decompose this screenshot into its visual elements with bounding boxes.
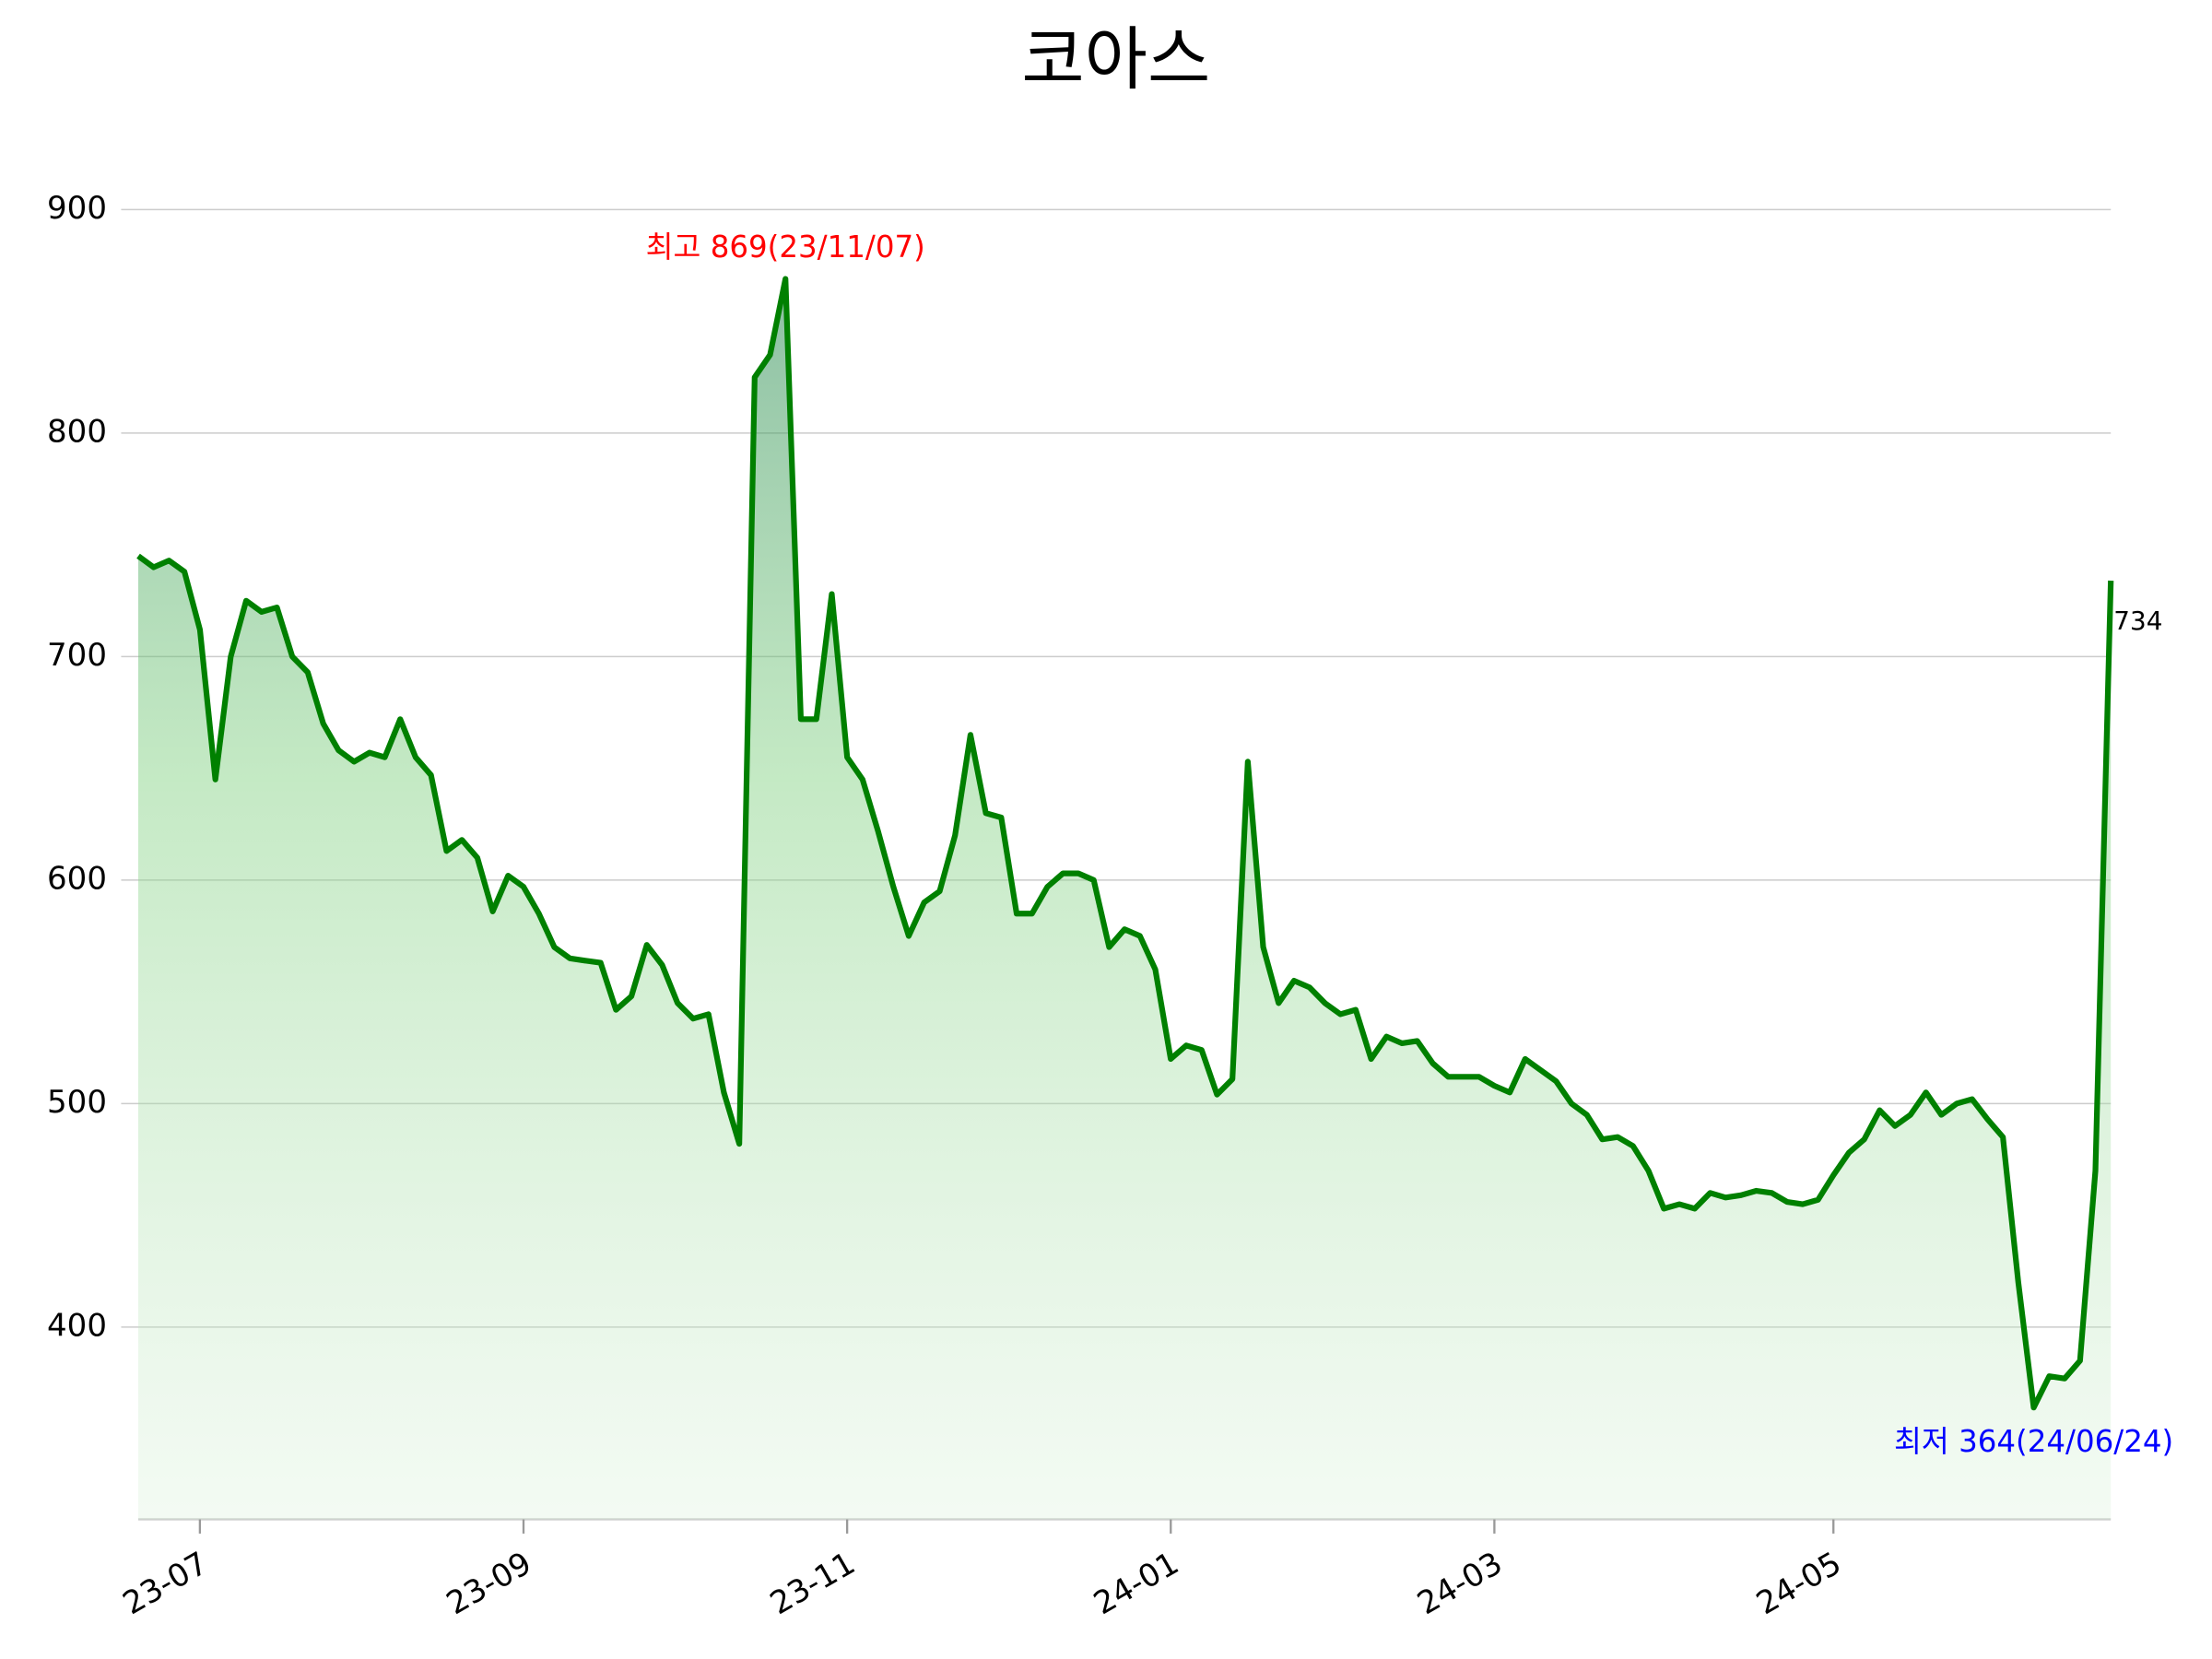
line <box>136 276 2114 1411</box>
chart-title: 코아스 <box>1021 19 1210 100</box>
x-tick-label: 24-05 <box>1750 1545 1848 1622</box>
y-tick-label: 600 <box>47 860 107 897</box>
x-tick-label: 24-01 <box>1088 1545 1185 1622</box>
max-annotation: 최고 869(23/11/07) <box>646 229 925 265</box>
y-tick-label: 700 <box>47 637 107 674</box>
y-tick-label: 800 <box>47 413 107 450</box>
area <box>138 278 2112 1520</box>
min-annotation: 최저 364(24/06/24) <box>1894 1424 2173 1459</box>
y-tick-label: 900 <box>47 190 107 227</box>
x-tick-label: 23-07 <box>117 1545 215 1622</box>
last-value-label: 734 <box>2113 606 2162 636</box>
x-tick-label: 23-09 <box>441 1545 538 1622</box>
x-tick-label: 24-03 <box>1411 1545 1509 1622</box>
y-tick-label: 400 <box>47 1307 107 1344</box>
x-tick-label: 23-11 <box>764 1545 862 1622</box>
y-tick-label: 500 <box>47 1084 107 1121</box>
